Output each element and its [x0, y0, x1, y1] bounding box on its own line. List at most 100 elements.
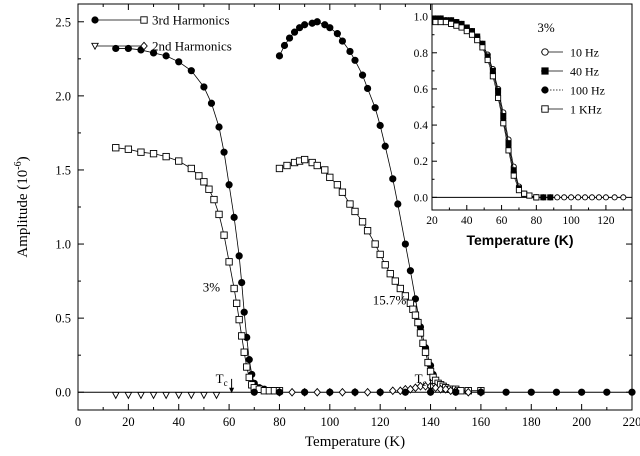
main-x-tick-label: 20 [122, 415, 135, 429]
main-data-point [215, 123, 223, 131]
main-data-point [388, 386, 397, 396]
main-data-point [552, 388, 561, 396]
legend-marker [140, 41, 148, 51]
main-data-point [162, 152, 170, 161]
main-data-point [275, 52, 284, 60]
main-data-point [313, 387, 322, 397]
main-series [111, 18, 636, 400]
main-data-point [351, 388, 359, 396]
main-data-point [187, 67, 195, 75]
main-data-point [187, 164, 195, 173]
main-data-point [149, 392, 158, 400]
main-data-point [502, 388, 510, 396]
inset-data-point [561, 194, 568, 201]
main-y-axis-label-exponent: -6 [13, 161, 24, 169]
inset-data-point [510, 172, 517, 179]
inset-data-point [533, 194, 540, 201]
main-annotations: 3%15.7%Tc Tc [203, 279, 434, 394]
inset-data-point [484, 56, 491, 64]
inset-x-tick-label: 100 [563, 215, 581, 227]
main-x-tick-label: 200 [572, 415, 591, 429]
main-data-point [424, 358, 432, 367]
main-x-tick-label: 120 [371, 415, 390, 429]
main-data-point [238, 332, 246, 340]
inset-data-point [547, 194, 554, 201]
main-data-point [112, 44, 120, 53]
main-data-point [313, 161, 321, 170]
main-data-point [363, 387, 372, 397]
inset-x-tick-label: 80 [531, 215, 543, 227]
main-data-point [111, 392, 120, 400]
inset-legend-item: 40 Hz [541, 65, 599, 79]
main-data-point [112, 144, 120, 152]
main-axes: 0 20 40 60 80 100 120 140 160 180 200 220 0.0 0.5 1.0 1… [55, 4, 640, 429]
inset-plot: 20 40 60 80 100 120 0.0 0.2 0.4 0.6 0.8 1.0 10 Hz 40… [414, 3, 633, 248]
inset-data-point [442, 19, 449, 26]
main-data-point [225, 258, 233, 266]
main-data-point [338, 188, 347, 196]
inset-data-point [500, 120, 507, 127]
inset-y-tick-label: 0.4 [414, 120, 429, 132]
main-x-tick-label: 40 [172, 415, 185, 429]
main-x-tick-label: 180 [522, 415, 541, 429]
inset-legend-marker [541, 67, 549, 75]
inset-legend-marker [541, 48, 549, 56]
tc-arrow-head [229, 387, 235, 394]
main-data-point [238, 278, 246, 287]
main-data-point [381, 142, 389, 150]
main-data-point [358, 218, 367, 226]
main-x-tick-label: 80 [273, 415, 286, 429]
inset-data-point [540, 194, 547, 201]
main-data-point [207, 99, 216, 107]
inset-data-point [448, 20, 455, 27]
main-data-point [225, 181, 233, 189]
main-data-point [351, 56, 359, 64]
annotation-15-7-percent: 15.7% [373, 292, 407, 307]
main-data-point [421, 348, 430, 356]
main-data-point [205, 185, 213, 193]
main-data-point [578, 388, 586, 396]
main-data-point [338, 37, 347, 45]
main-data-point [136, 392, 145, 400]
main-data-point [371, 104, 379, 112]
main-series-line [115, 147, 280, 392]
inset-y-tick-label: 0.6 [414, 84, 429, 96]
main-data-point [326, 173, 334, 182]
main-data-point [381, 261, 389, 269]
main-series-3 [275, 155, 485, 395]
main-data-point [162, 392, 171, 400]
main-data-point [401, 240, 409, 248]
main-data-point [195, 172, 203, 180]
main-data-point [326, 24, 334, 32]
tc-label: Tc [216, 371, 228, 388]
main-data-point [124, 44, 132, 53]
main-data-point [396, 284, 404, 293]
main-data-point [421, 381, 430, 391]
inset-data-point [575, 194, 582, 201]
main-data-point [394, 200, 402, 208]
inset-legend-marker [541, 86, 549, 94]
inset-data-point [602, 194, 609, 201]
inset-x-axis-label: Temperature (K) [466, 232, 573, 248]
main-data-point [283, 161, 291, 170]
main-data-point [212, 392, 221, 400]
main-data-point [406, 267, 414, 275]
main-plot: 0 20 40 60 80 100 120 140 160 180 200 220 0.0 0.5 1.0 1… [13, 3, 640, 450]
main-data-point [280, 41, 289, 50]
tc-label-subscript: c [423, 378, 427, 388]
main-data-point [210, 195, 218, 204]
main-data-point [245, 356, 253, 364]
main-data-point [230, 284, 238, 293]
main-y-tick-label: 1.5 [55, 163, 71, 177]
legend-2nd-harmonics: 2nd Harmonics [91, 39, 232, 54]
main-data-point [240, 348, 248, 356]
inset-data-point [468, 31, 476, 38]
annotation-3-percent: 3% [203, 279, 221, 294]
main-data-point [200, 83, 208, 91]
inset-data-point [489, 73, 496, 80]
main-legend: 3rd Harmonics 2nd Harmonics [91, 13, 232, 54]
main-series-4 [111, 392, 221, 400]
main-data-point [409, 305, 417, 313]
main-data-point [436, 384, 445, 394]
